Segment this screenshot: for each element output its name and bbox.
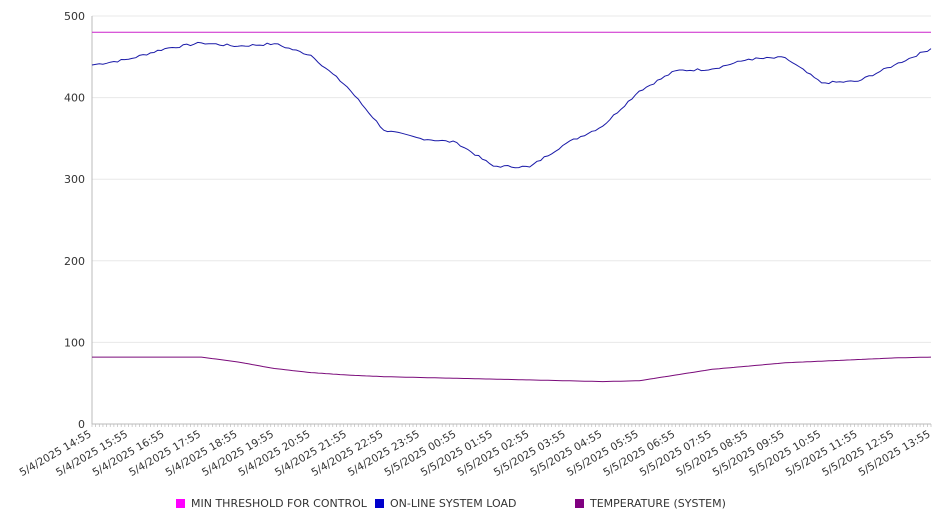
y-tick-label: 300 <box>64 173 85 186</box>
x-tick-labels: 5/4/2025 14:555/4/2025 15:555/4/2025 16:… <box>18 428 933 479</box>
series-line-temperature <box>92 356 932 383</box>
y-tick-label: 200 <box>64 255 85 268</box>
axes <box>91 16 931 425</box>
legend-label-system-load: ON-LINE SYSTEM LOAD <box>390 497 517 510</box>
legend: MIN THRESHOLD FOR CONTROL ON-LINE SYSTEM… <box>0 497 946 515</box>
legend-swatch-system-load <box>375 499 384 508</box>
series-line-system-load <box>91 41 932 169</box>
legend-item-threshold[interactable]: MIN THRESHOLD FOR CONTROL <box>176 497 367 510</box>
y-tick-label: 500 <box>64 10 85 23</box>
legend-label-threshold: MIN THRESHOLD FOR CONTROL <box>191 497 367 510</box>
grid-lines <box>92 15 931 343</box>
y-tick-label: 0 <box>78 418 85 431</box>
y-tick-label: 400 <box>64 92 85 105</box>
x-tick-marks <box>91 424 932 427</box>
series-lines <box>91 31 932 383</box>
y-tick-labels: 0 100 200 300 400 500 <box>64 10 85 431</box>
legend-item-system-load[interactable]: ON-LINE SYSTEM LOAD <box>375 497 516 510</box>
legend-swatch-temperature <box>575 499 584 508</box>
legend-item-temperature[interactable]: TEMPERATURE (SYSTEM) <box>575 497 726 510</box>
legend-swatch-threshold <box>176 499 185 508</box>
y-tick-label: 100 <box>64 336 85 349</box>
legend-label-temperature: TEMPERATURE (SYSTEM) <box>590 497 726 510</box>
